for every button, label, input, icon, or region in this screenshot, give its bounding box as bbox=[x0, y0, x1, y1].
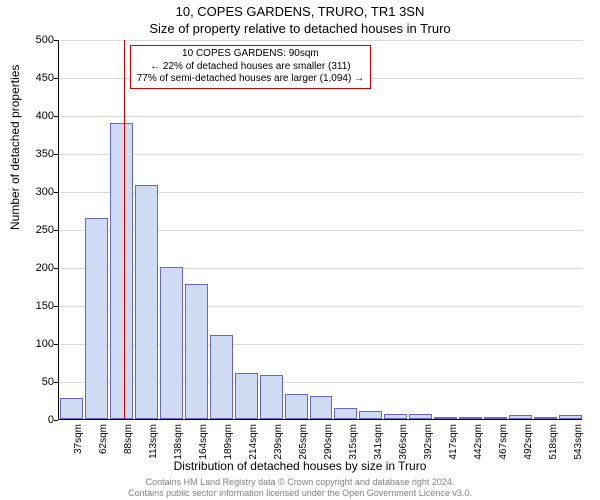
histogram-bar bbox=[434, 417, 457, 419]
plot-area: 10 COPES GARDENS: 90sqm← 22% of detached… bbox=[58, 40, 582, 420]
histogram-bar bbox=[409, 414, 432, 419]
histogram-bar bbox=[484, 417, 507, 419]
x-tick-label: 366sqm bbox=[398, 424, 409, 460]
x-tick-label: 138sqm bbox=[173, 424, 184, 460]
y-tick-label: 500 bbox=[10, 34, 54, 46]
histogram-bar bbox=[60, 398, 83, 419]
y-tick-label: 450 bbox=[10, 72, 54, 84]
grid-line bbox=[59, 116, 583, 117]
x-tick-label: 315sqm bbox=[348, 424, 359, 460]
y-tick-label: 400 bbox=[10, 110, 54, 122]
footer-line-1: Contains HM Land Registry data © Crown c… bbox=[0, 477, 600, 487]
y-tick-label: 300 bbox=[10, 186, 54, 198]
y-tick-label: 100 bbox=[10, 338, 54, 350]
grid-line bbox=[59, 154, 583, 155]
histogram-bar bbox=[534, 417, 557, 419]
x-tick-label: 341sqm bbox=[373, 424, 384, 460]
annotation-line-3: 77% of semi-detached houses are larger (… bbox=[137, 73, 364, 86]
histogram-bar bbox=[110, 123, 133, 419]
y-tick-label: 50 bbox=[10, 376, 54, 388]
histogram-bar bbox=[135, 185, 158, 419]
x-tick-label: 164sqm bbox=[198, 424, 209, 460]
x-tick-label: 62sqm bbox=[98, 424, 109, 454]
annotation-line-2: ← 22% of detached houses are smaller (31… bbox=[137, 61, 364, 74]
property-size-histogram: 10, COPES GARDENS, TRURO, TR1 3SN Size o… bbox=[0, 0, 600, 500]
x-tick-label: 467sqm bbox=[498, 424, 509, 460]
chart-title: 10, COPES GARDENS, TRURO, TR1 3SN bbox=[0, 4, 600, 19]
y-tick-label: 350 bbox=[10, 148, 54, 160]
y-tick-label: 250 bbox=[10, 224, 54, 236]
histogram-bar bbox=[235, 373, 258, 419]
grid-line bbox=[59, 40, 583, 41]
histogram-bar bbox=[260, 375, 283, 419]
histogram-bar bbox=[160, 267, 183, 419]
histogram-bar bbox=[210, 335, 233, 419]
histogram-bar bbox=[509, 415, 532, 419]
x-tick-label: 265sqm bbox=[298, 424, 309, 460]
x-axis-label: Distribution of detached houses by size … bbox=[0, 459, 600, 473]
x-tick-label: 189sqm bbox=[223, 424, 234, 460]
y-tick-label: 0 bbox=[10, 414, 54, 426]
x-tick-label: 37sqm bbox=[73, 424, 84, 454]
histogram-bar bbox=[459, 417, 482, 419]
x-tick-label: 113sqm bbox=[148, 424, 159, 459]
x-tick-label: 214sqm bbox=[248, 424, 259, 460]
x-tick-label: 290sqm bbox=[323, 424, 334, 460]
y-tick-label: 150 bbox=[10, 300, 54, 312]
x-tick-label: 543sqm bbox=[573, 424, 584, 460]
footer-attribution: Contains HM Land Registry data © Crown c… bbox=[0, 477, 600, 498]
x-tick-label: 239sqm bbox=[273, 424, 284, 460]
chart-subtitle: Size of property relative to detached ho… bbox=[0, 21, 600, 36]
footer-line-2: Contains public sector information licen… bbox=[0, 488, 600, 498]
x-tick-label: 442sqm bbox=[473, 424, 484, 460]
histogram-bar bbox=[359, 411, 382, 419]
histogram-bar bbox=[310, 396, 333, 419]
y-tick-label: 200 bbox=[10, 262, 54, 274]
annotation-line-1: 10 COPES GARDENS: 90sqm bbox=[137, 48, 364, 61]
histogram-bar bbox=[285, 394, 308, 419]
histogram-bar bbox=[85, 218, 108, 419]
histogram-bar bbox=[185, 284, 208, 419]
property-marker-line bbox=[124, 40, 125, 419]
y-tick-mark bbox=[54, 420, 58, 421]
histogram-bar bbox=[559, 415, 582, 419]
histogram-bar bbox=[334, 408, 357, 419]
x-tick-label: 88sqm bbox=[123, 424, 134, 454]
x-tick-label: 518sqm bbox=[548, 424, 559, 460]
histogram-bar bbox=[384, 414, 407, 419]
x-tick-label: 392sqm bbox=[423, 424, 434, 460]
annotation-box: 10 COPES GARDENS: 90sqm← 22% of detached… bbox=[130, 45, 371, 89]
x-tick-label: 492sqm bbox=[523, 424, 534, 460]
x-tick-label: 417sqm bbox=[448, 424, 459, 460]
